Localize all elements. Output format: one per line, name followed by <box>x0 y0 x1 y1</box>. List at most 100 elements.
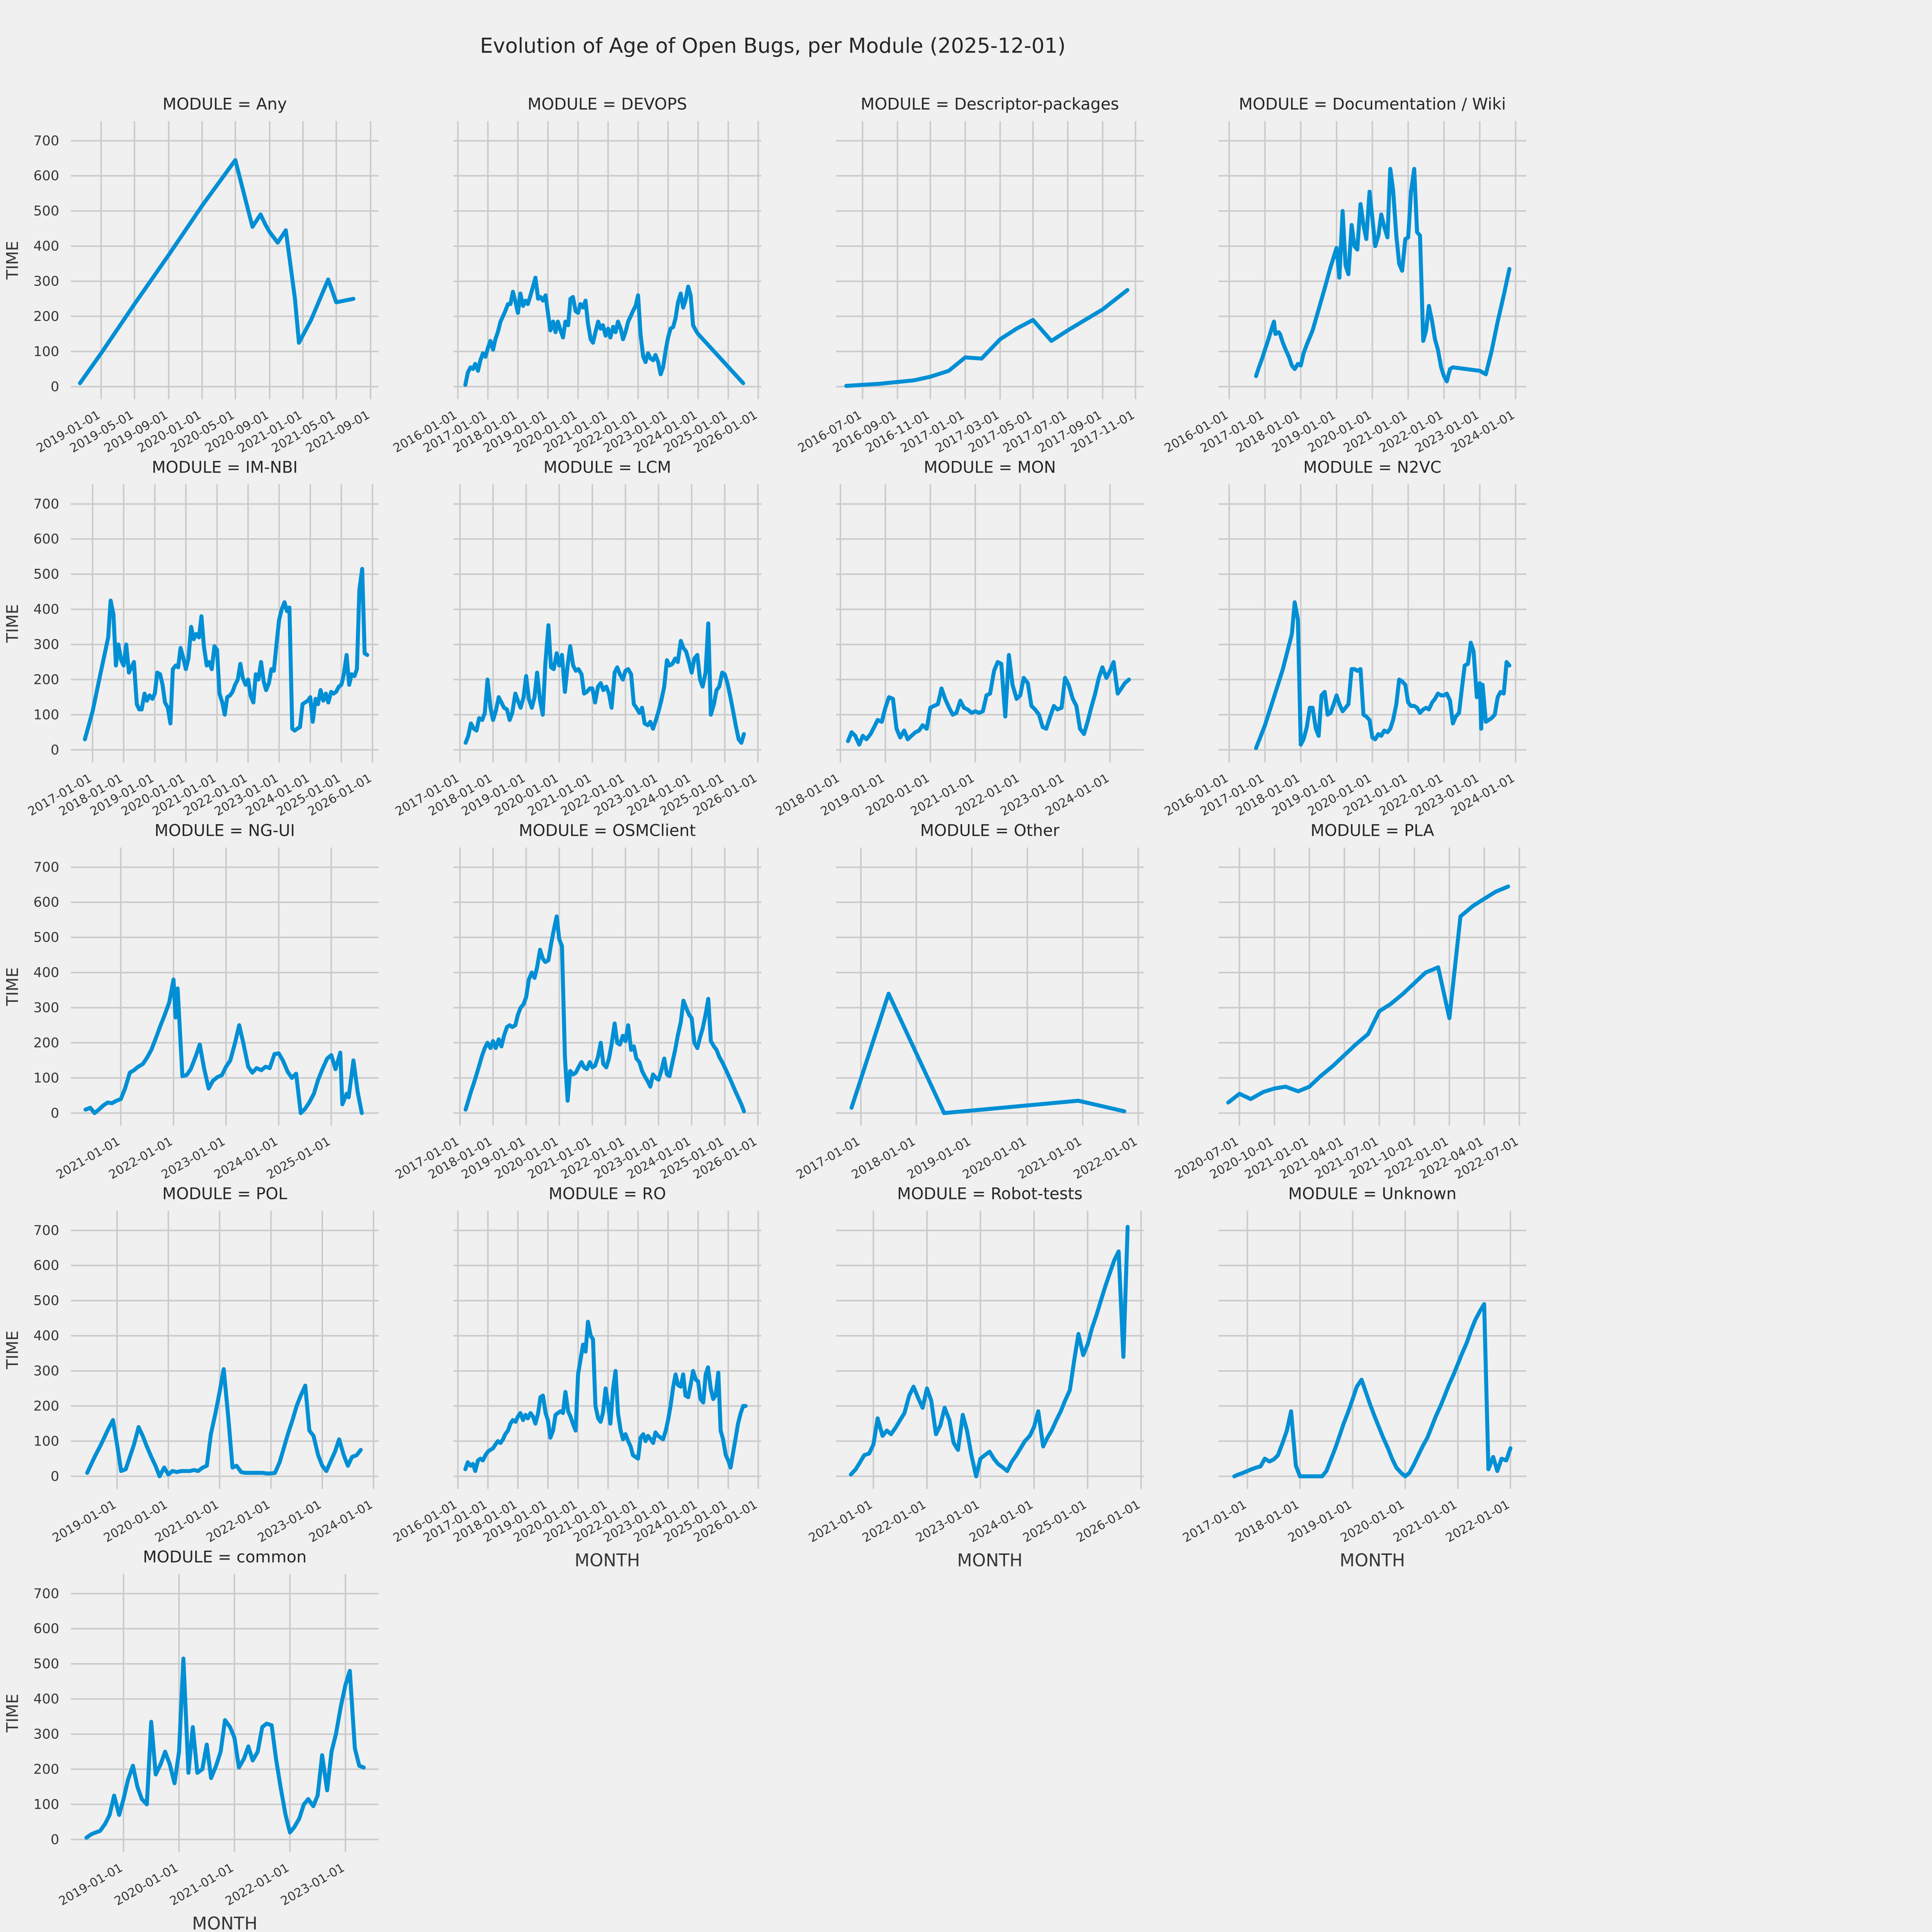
grid-documentation-wiki <box>1218 121 1526 400</box>
x-tick-labels-pol: 2019-01-012020-01-012021-01-012022-01-01… <box>50 1498 375 1545</box>
svg-text:600: 600 <box>34 895 60 910</box>
line-n2vc <box>1254 600 1512 750</box>
subplot-title-im-nbi: MODULE = IM-NBI <box>152 457 298 476</box>
line-pol <box>85 1367 363 1478</box>
svg-text:600: 600 <box>34 1621 60 1637</box>
x-tick-labels-unknown: 2017-01-012018-01-012019-01-012020-01-01… <box>1180 1498 1512 1545</box>
grid-osmclient <box>453 847 761 1126</box>
subplot-title-descriptor-packages: MODULE = Descriptor-packages <box>861 94 1119 113</box>
figure: Evolution of Age of Open Bugs, per Modul… <box>3 33 1526 1932</box>
subplot-pla: MODULE = PLA 2020-07-012020-10-012021-01-… <box>1172 821 1526 1182</box>
line-ng-ui <box>83 977 364 1115</box>
svg-text:200: 200 <box>34 1035 60 1051</box>
svg-text:600: 600 <box>34 168 60 184</box>
line-lcm <box>463 621 746 745</box>
svg-text:600: 600 <box>34 532 60 547</box>
grid-lcm <box>453 484 761 763</box>
svg-text:400: 400 <box>34 239 60 254</box>
y-tick-labels-any: 0 100 200 300 400 500 600 700 <box>34 133 60 395</box>
x-axis-label-unknown: MONTH <box>1340 1550 1405 1570</box>
subplot-unknown: MODULE = Unknown 2017-01-012018-01-012019… <box>1180 1184 1526 1570</box>
line-osmclient <box>463 914 746 1114</box>
x-tick-labels-devops: 2016-01-012017-01-012018-01-012019-01-01… <box>391 408 760 456</box>
subplot-common: MODULE = common 2019-01-012020-01-012021-… <box>3 1547 379 1932</box>
x-tick-labels-common: 2019-01-012020-01-012021-01-012022-01-01… <box>56 1861 347 1908</box>
svg-text:500: 500 <box>34 567 60 582</box>
grid-common <box>71 1574 379 1852</box>
svg-text:300: 300 <box>34 637 60 653</box>
line-any <box>78 158 355 385</box>
svg-text:400: 400 <box>34 965 60 981</box>
y-axis-label-any: TIME <box>3 241 22 280</box>
x-tick-labels-ng-ui: 2021-01-012022-01-012023-01-012024-01-01… <box>54 1134 333 1182</box>
svg-text:100: 100 <box>34 1070 60 1086</box>
subplot-title-robot-tests: MODULE = Robot-tests <box>897 1184 1083 1203</box>
svg-text:700: 700 <box>34 860 60 875</box>
x-axis-label-ro: MONTH <box>575 1550 640 1570</box>
svg-text:400: 400 <box>34 602 60 617</box>
svg-text:0: 0 <box>51 1469 59 1484</box>
x-tick-labels-robot-tests: 2021-01-012022-01-012023-01-012024-01-01… <box>806 1498 1143 1545</box>
subplot-title-pol: MODULE = POL <box>162 1184 287 1203</box>
svg-text:200: 200 <box>34 1398 60 1414</box>
svg-text:300: 300 <box>34 274 60 289</box>
y-tick-labels-im-nbi: 0 100 200 300 400 500 600 700 <box>34 497 60 758</box>
line-common <box>84 1656 366 1840</box>
svg-text:500: 500 <box>34 1293 60 1309</box>
x-axis-label-common: MONTH <box>192 1913 257 1932</box>
subplot-osmclient: MODULE = OSMClient 2017-01-012018-01-0120… <box>393 821 761 1182</box>
svg-text:300: 300 <box>34 1364 60 1379</box>
subplot-title-mon: MODULE = MON <box>924 457 1056 476</box>
subplot-other: MODULE = Other 2017-01-012018-01-012019-0… <box>794 821 1144 1182</box>
charts-canvas: MODULE = Any 2019-01-012019-05-012019-09-… <box>3 94 1526 1932</box>
y-axis-label-im-nbi: TIME <box>3 604 22 643</box>
grid-ro <box>453 1211 761 1489</box>
subplot-pol: MODULE = POL 2019-01-012020-01-012021-01-… <box>3 1184 379 1545</box>
svg-text:500: 500 <box>34 204 60 219</box>
figure-title: Evolution of Age of Open Bugs, per Modul… <box>480 33 1066 58</box>
grid-unknown <box>1218 1211 1526 1489</box>
line-mon <box>846 653 1131 747</box>
subplot-title-pla: MODULE = PLA <box>1311 821 1434 840</box>
svg-text:700: 700 <box>34 497 60 512</box>
svg-text:600: 600 <box>34 1258 60 1274</box>
subplot-ng-ui: MODULE = NG-UI 2021-01-012022-01-012023-0… <box>3 821 379 1182</box>
subplot-title-documentation-wiki: MODULE = Documentation / Wiki <box>1239 94 1506 113</box>
y-tick-labels-common: 0 100 200 300 400 500 600 700 <box>34 1586 60 1847</box>
subplot-title-ng-ui: MODULE = NG-UI <box>155 821 295 840</box>
subplot-im-nbi: MODULE = IM-NBI 2017-01-012018-01-012019-… <box>3 457 379 819</box>
svg-text:100: 100 <box>34 1797 60 1812</box>
subplot-title-ro: MODULE = RO <box>549 1184 666 1203</box>
x-tick-labels-osmclient: 2017-01-012018-01-012019-01-012020-01-01… <box>393 1134 759 1182</box>
x-tick-labels-ro: 2016-01-012017-01-012018-01-012019-01-01… <box>391 1498 760 1545</box>
subplot-title-n2vc: MODULE = N2VC <box>1303 457 1441 476</box>
svg-text:0: 0 <box>51 1105 59 1121</box>
line-documentation-wiki <box>1254 167 1512 384</box>
grid-descriptor-packages <box>836 121 1144 400</box>
y-axis-label-common: TIME <box>3 1694 22 1733</box>
svg-text:0: 0 <box>51 1832 59 1847</box>
y-axis-label-pol: TIME <box>3 1330 22 1369</box>
subplot-title-other: MODULE = Other <box>920 821 1060 840</box>
svg-text:400: 400 <box>34 1328 60 1344</box>
grid-ng-ui <box>71 847 379 1126</box>
line-robot-tests <box>849 1225 1130 1478</box>
line-im-nbi <box>83 567 369 742</box>
grid-mon <box>836 484 1144 763</box>
svg-text:200: 200 <box>34 672 60 687</box>
line-other <box>849 992 1126 1115</box>
svg-text:0: 0 <box>51 379 59 395</box>
x-tick-labels-other: 2017-01-012018-01-012019-01-012020-01-01… <box>794 1134 1140 1182</box>
subplot-title-devops: MODULE = DEVOPS <box>527 94 687 113</box>
svg-text:500: 500 <box>34 1656 60 1672</box>
subplot-ro: MODULE = RO 2016-01-012017-01-012018-01-0… <box>391 1184 761 1570</box>
line-ro <box>463 1320 748 1473</box>
x-tick-labels-any: 2019-01-012019-05-012019-09-012020-01-01… <box>34 408 372 456</box>
subplot-lcm: MODULE = LCM 2017-01-012018-01-012019-01-… <box>393 457 761 819</box>
y-tick-labels-pol: 0 100 200 300 400 500 600 700 <box>34 1223 60 1484</box>
line-unknown <box>1232 1302 1513 1478</box>
x-axis-label-robot-tests: MONTH <box>957 1550 1022 1570</box>
subplot-n2vc: MODULE = N2VC 2016-01-012017-01-012018-01… <box>1162 457 1526 819</box>
subplot-mon: MODULE = MON 2018-01-012019-01-012020-01-… <box>774 457 1144 819</box>
subplot-title-any: MODULE = Any <box>163 94 287 113</box>
